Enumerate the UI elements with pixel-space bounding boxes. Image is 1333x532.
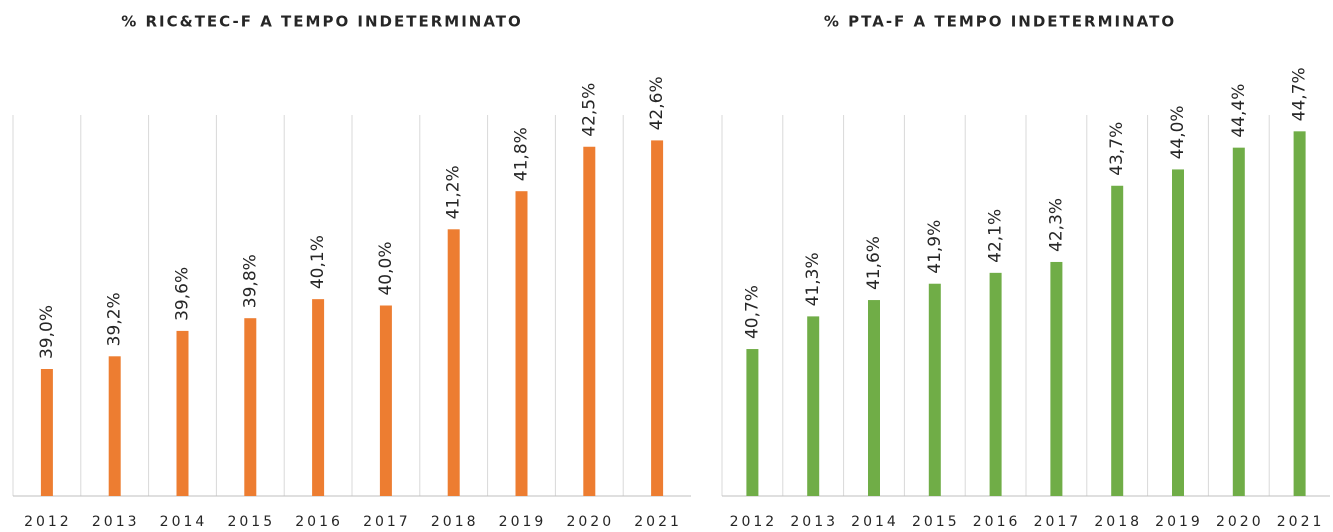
x-tick-label: 2013 bbox=[92, 514, 140, 530]
bar bbox=[176, 330, 189, 496]
data-label: 44,7% bbox=[1290, 67, 1310, 121]
data-label: 43,7% bbox=[1107, 122, 1127, 176]
bar bbox=[746, 349, 759, 496]
x-tick-label: 2016 bbox=[295, 514, 343, 530]
x-tick-label: 2020 bbox=[566, 514, 614, 530]
x-tick-label: 2021 bbox=[634, 514, 682, 530]
data-label: 41,9% bbox=[925, 220, 945, 274]
data-label: 44,4% bbox=[1229, 84, 1249, 138]
data-label: 40,0% bbox=[376, 241, 396, 295]
bar bbox=[1172, 169, 1184, 496]
bar bbox=[1232, 147, 1245, 496]
x-tick-label: 2018 bbox=[431, 514, 479, 530]
bar bbox=[1111, 185, 1124, 496]
bar bbox=[989, 272, 1002, 496]
x-tick-label: 2014 bbox=[851, 514, 899, 530]
x-tick-label: 2017 bbox=[363, 514, 411, 530]
x-tick-label: 2019 bbox=[1155, 514, 1203, 530]
x-tick-label: 2021 bbox=[1277, 514, 1325, 530]
data-label: 39,0% bbox=[37, 305, 57, 359]
x-tick-label: 2016 bbox=[973, 514, 1021, 530]
bar bbox=[928, 283, 941, 496]
bar bbox=[1293, 131, 1306, 497]
bar bbox=[807, 316, 820, 496]
data-label: 39,2% bbox=[105, 292, 125, 346]
data-label: 42,6% bbox=[647, 76, 667, 130]
bar bbox=[515, 191, 528, 496]
chart-title: % RIC&TEC-F A TEMPO INDETERMINATO bbox=[121, 13, 523, 31]
data-label: 41,3% bbox=[803, 252, 823, 306]
x-tick-label: 2012 bbox=[730, 514, 778, 530]
x-tick-label: 2012 bbox=[24, 514, 72, 530]
bar bbox=[447, 229, 460, 497]
data-label: 41,8% bbox=[512, 127, 532, 181]
data-label: 44,0% bbox=[1168, 105, 1188, 159]
bar bbox=[379, 305, 392, 496]
chart-title: % PTA-F A TEMPO INDETERMINATO bbox=[824, 13, 1176, 31]
bar bbox=[312, 299, 325, 496]
x-tick-label: 2020 bbox=[1216, 514, 1264, 530]
x-tick-label: 2018 bbox=[1094, 514, 1142, 530]
data-label: 39,6% bbox=[173, 267, 193, 321]
bar bbox=[108, 356, 121, 496]
data-label: 41,6% bbox=[864, 236, 884, 290]
data-label: 40,7% bbox=[742, 285, 762, 339]
bar bbox=[583, 146, 596, 496]
x-tick-label: 2015 bbox=[912, 514, 960, 530]
bar bbox=[244, 318, 257, 496]
x-tick-label: 2017 bbox=[1034, 514, 1082, 530]
data-label: 42,1% bbox=[986, 209, 1006, 263]
bar bbox=[651, 140, 664, 496]
x-tick-label: 2019 bbox=[499, 514, 547, 530]
data-label: 42,3% bbox=[1046, 198, 1066, 252]
data-label: 40,1% bbox=[308, 235, 328, 289]
data-label: 41,2% bbox=[444, 165, 464, 219]
x-tick-label: 2014 bbox=[160, 514, 208, 530]
bar bbox=[1050, 261, 1063, 496]
x-tick-label: 2013 bbox=[790, 514, 838, 530]
data-label: 42,5% bbox=[579, 83, 599, 137]
data-label: 39,8% bbox=[240, 254, 260, 308]
bar bbox=[868, 300, 880, 496]
bar bbox=[40, 369, 53, 496]
x-tick-label: 2015 bbox=[227, 514, 275, 530]
